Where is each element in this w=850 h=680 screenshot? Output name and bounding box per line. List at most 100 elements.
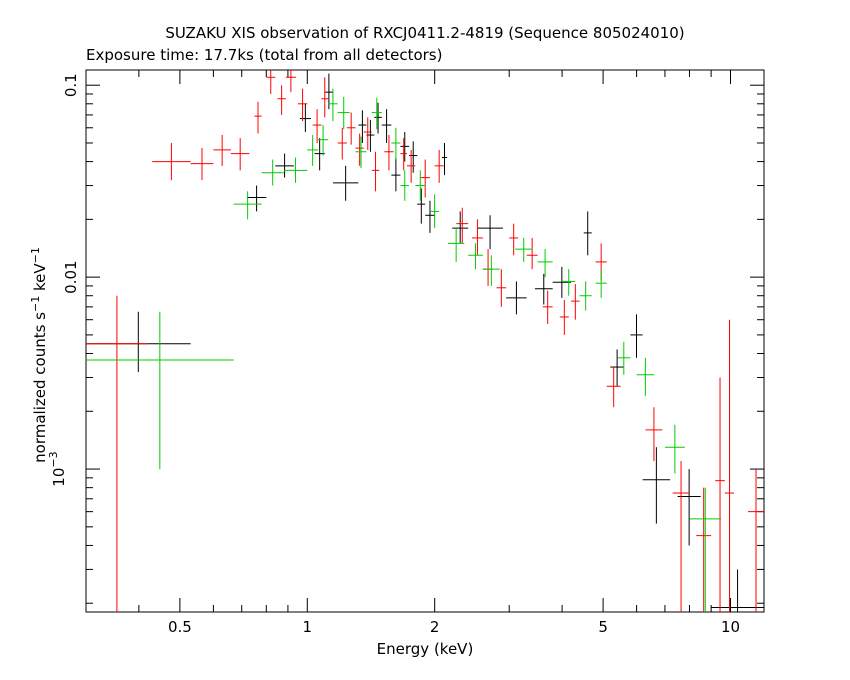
- y-axis-label-exp2: −1: [29, 247, 42, 263]
- data-point: [617, 341, 631, 375]
- y-tick-label-text: 0.01: [62, 260, 80, 293]
- y-tick-label: 10−3: [47, 451, 68, 486]
- y-axis-label: normalized counts s−1 keV−1: [29, 247, 49, 463]
- data-point: [417, 188, 426, 224]
- y-axis-tick-labels: 0.1 0.01 10−3: [47, 73, 80, 486]
- data-point: [610, 349, 624, 387]
- data-point: [456, 207, 469, 244]
- data-point: [384, 135, 394, 171]
- data-point: [482, 255, 500, 286]
- data-point: [246, 185, 267, 212]
- data-point: [664, 424, 685, 474]
- data-point: [636, 357, 655, 397]
- data-point: [355, 136, 367, 169]
- data-point: [642, 447, 671, 524]
- data-point: [321, 77, 329, 118]
- data-point: [371, 151, 380, 192]
- data-point: [358, 110, 367, 143]
- data-point: [420, 159, 431, 198]
- data-point: [406, 149, 416, 183]
- data-point: [261, 159, 284, 186]
- data-point: [371, 97, 382, 130]
- data-point: [496, 269, 507, 307]
- data-point: [346, 112, 356, 145]
- data-point: [630, 314, 643, 358]
- data-point: [606, 367, 621, 408]
- x-axis-tick-labels: 0.5 1 2 5 10: [168, 618, 740, 636]
- data-point: [299, 103, 311, 133]
- data-series-layer: [86, 70, 764, 612]
- data-point: [645, 407, 663, 462]
- data-point: [748, 469, 764, 612]
- data-point: [724, 319, 735, 612]
- x-tick-label: 0.5: [168, 618, 192, 636]
- y-tick-label: 0.1: [62, 73, 80, 97]
- data-point: [542, 290, 553, 324]
- data-series-3: [86, 88, 722, 612]
- data-point: [696, 487, 712, 612]
- data-point: [595, 269, 607, 298]
- data-point: [434, 149, 444, 183]
- data-point: [526, 237, 538, 270]
- data-point: [266, 70, 276, 94]
- data-point: [715, 377, 725, 612]
- data-point: [471, 219, 483, 256]
- data-point: [213, 135, 231, 166]
- data-point: [275, 153, 294, 178]
- data-point: [400, 170, 410, 201]
- y-axis-ticks: [86, 84, 764, 604]
- data-point: [230, 138, 250, 171]
- data-point: [86, 295, 148, 612]
- data-point: [441, 142, 448, 176]
- data-point: [552, 266, 572, 298]
- data-point: [363, 117, 372, 150]
- chart-title: SUZAKU XIS observation of RXCJ0411.2-481…: [165, 24, 684, 42]
- x-tick-label: 1: [303, 618, 313, 636]
- plot-frame: [85, 69, 765, 613]
- data-point: [391, 157, 401, 192]
- data-point: [477, 215, 503, 250]
- x-tick-label: 5: [598, 618, 608, 636]
- data-point: [277, 85, 286, 115]
- data-point: [509, 223, 519, 256]
- data-point: [571, 284, 580, 320]
- data-point: [381, 109, 392, 143]
- data-point: [447, 228, 465, 262]
- x-axis-label: Energy (keV): [377, 640, 474, 658]
- data-point: [254, 101, 262, 134]
- data-point: [425, 200, 435, 233]
- data-point: [285, 70, 296, 93]
- data-point: [515, 237, 533, 262]
- x-axis-ticks: [85, 70, 731, 612]
- data-series-1: [86, 73, 764, 612]
- data-point: [583, 211, 592, 256]
- data-series-2: [86, 70, 764, 612]
- data-point: [337, 127, 347, 160]
- data-point: [86, 311, 234, 470]
- chart-subtitle: Exposure time: 17.7ks (total from all de…: [86, 46, 442, 64]
- y-tick-label-text: 0.1: [62, 73, 80, 97]
- data-point: [579, 281, 592, 311]
- data-point: [415, 170, 426, 201]
- data-point: [332, 165, 359, 201]
- x-tick-label: 2: [430, 618, 440, 636]
- data-point: [307, 135, 318, 166]
- data-point: [534, 273, 553, 305]
- data-point: [374, 102, 382, 134]
- y-axis-label-base: normalized counts s: [31, 312, 49, 463]
- data-point: [409, 141, 418, 173]
- data-point: [355, 133, 364, 166]
- data-point: [190, 148, 214, 181]
- data-point: [391, 127, 401, 160]
- data-point: [468, 243, 483, 270]
- y-tick-label-text: 10: [50, 468, 68, 487]
- data-point: [317, 125, 329, 156]
- data-point: [689, 487, 722, 612]
- data-point: [86, 311, 191, 373]
- data-point: [283, 157, 308, 183]
- data-point: [337, 96, 350, 130]
- data-point: [328, 88, 338, 122]
- data-point: [452, 211, 469, 244]
- data-point: [559, 300, 569, 335]
